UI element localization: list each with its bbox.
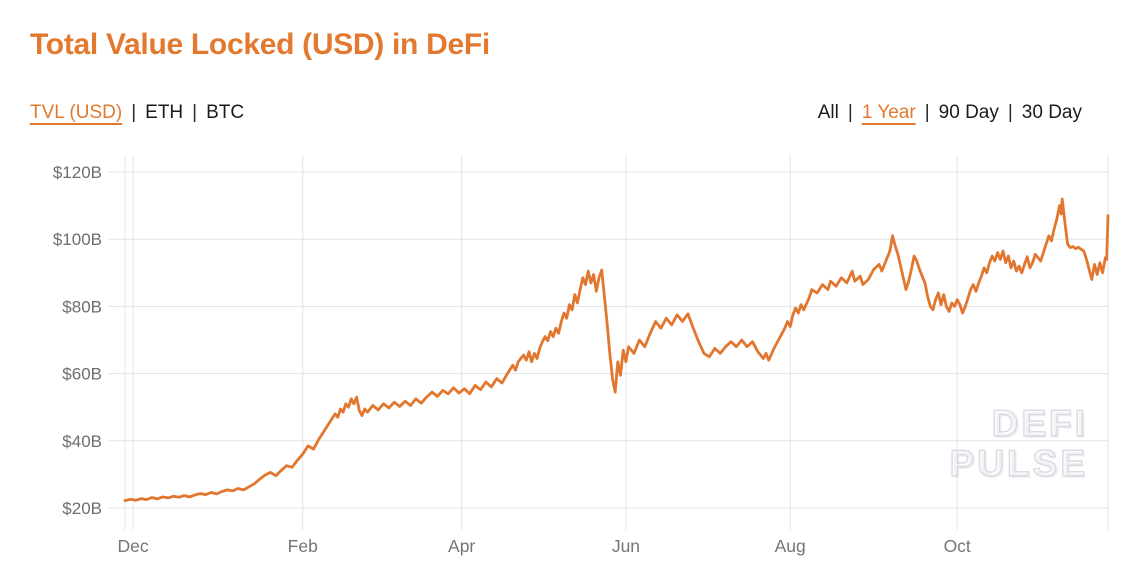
tab-separator: |	[1007, 102, 1013, 123]
x-axis-label: Oct	[944, 536, 971, 556]
tab-separator: |	[192, 102, 198, 123]
range-tabs: All | 1 Year | 90 Day | 30 Day	[818, 102, 1082, 124]
y-axis-label: $120B	[53, 163, 102, 182]
x-axis-label: Dec	[118, 536, 149, 556]
x-axis-label: Aug	[775, 536, 806, 556]
tab-eth[interactable]: ETH	[145, 102, 184, 123]
tvl-series-line	[123, 197, 1110, 503]
chart-canvas[interactable]: $20B $40B $60B $80B $100B $120B Dec Feb Apr Jun Au…	[0, 140, 1134, 564]
tab-tvl-usd[interactable]: TVL (USD)	[30, 102, 123, 123]
page-title: Total Value Locked (USD) in DeFi	[30, 28, 490, 61]
range-tab-all[interactable]: All	[817, 102, 839, 123]
y-axis-label: $100B	[53, 230, 102, 249]
range-tab-90-day[interactable]: 90 Day	[938, 102, 999, 123]
range-tab-30-day[interactable]: 30 Day	[1021, 102, 1082, 123]
tvl-line-chart[interactable]: $20B $40B $60B $80B $100B $120B Dec Feb Apr Jun Au…	[0, 140, 1134, 564]
x-axis-label: Feb	[288, 536, 318, 556]
tab-separator: |	[131, 102, 137, 123]
y-axis-label: $60B	[62, 365, 102, 384]
tabs-row: TVL (USD) | ETH | BTC All | 1 Year | 90 …	[30, 102, 1082, 128]
x-axis-label: Apr	[448, 536, 475, 556]
tab-separator: |	[847, 102, 853, 123]
y-axis-label: $20B	[62, 499, 102, 518]
range-tab-1-year[interactable]: 1 Year	[861, 102, 916, 123]
y-axis-label: $80B	[62, 297, 102, 316]
x-axis-label: Jun	[612, 536, 640, 556]
y-axis-label: $40B	[62, 432, 102, 451]
tab-btc[interactable]: BTC	[206, 102, 245, 123]
tab-separator: |	[924, 102, 930, 123]
metric-tabs: TVL (USD) | ETH | BTC	[30, 102, 244, 124]
